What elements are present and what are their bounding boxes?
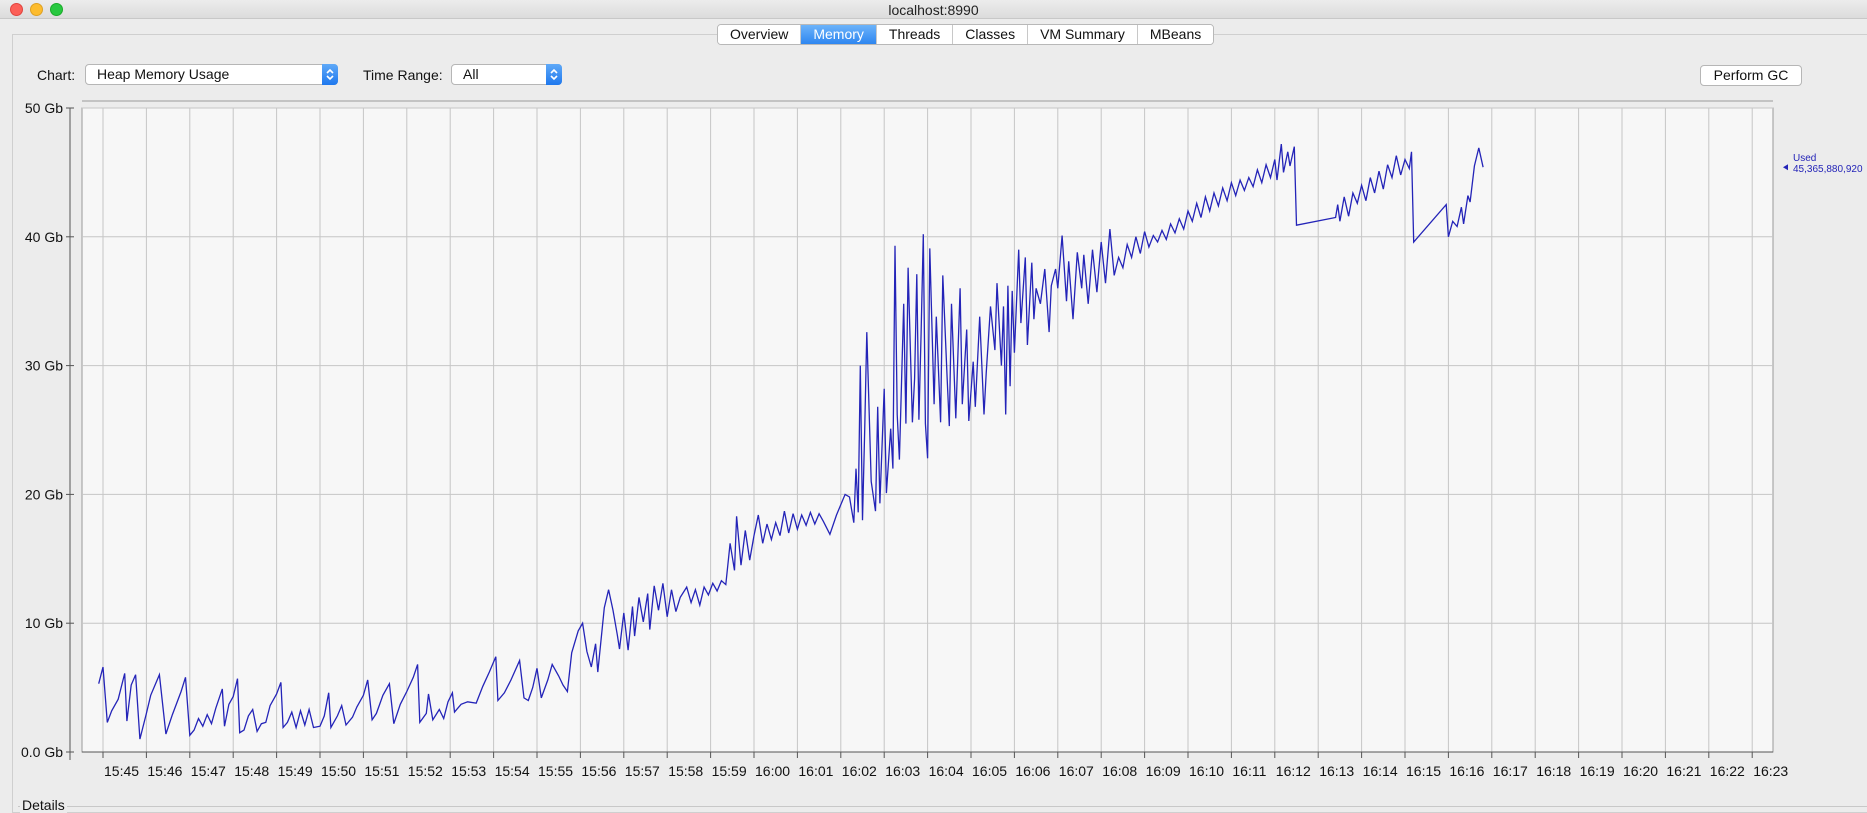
tab-bar: Overview Memory Threads Classes VM Summa…: [717, 24, 1215, 45]
legend-value: 45,365,880,920: [1793, 164, 1863, 175]
chart-select-value: Heap Memory Usage: [97, 66, 230, 82]
x-tick-label: 15:57: [625, 763, 660, 779]
window-title: localhost:8990: [888, 2, 979, 18]
x-tick-label: 16:02: [842, 763, 877, 779]
x-tick-label: 16:13: [1319, 763, 1354, 779]
x-tick-label: 16:21: [1666, 763, 1701, 779]
tab-overview[interactable]: Overview: [718, 25, 802, 44]
y-tick-label: 10 Gb: [25, 615, 63, 631]
window-titlebar: localhost:8990: [0, 0, 1867, 19]
x-tick-label: 15:58: [668, 763, 703, 779]
details-divider: [18, 806, 1867, 807]
x-tick-label: 16:18: [1536, 763, 1571, 779]
x-tick-label: 15:51: [364, 763, 399, 779]
minimize-window-button[interactable]: [30, 3, 43, 16]
time-range-select[interactable]: All: [451, 64, 562, 85]
x-tick-label: 16:09: [1146, 763, 1181, 779]
chart-select[interactable]: Heap Memory Usage: [85, 64, 338, 85]
x-tick-label: 16:06: [1015, 763, 1050, 779]
y-axis: 0.0 Gb 10 Gb 20 Gb 30 Gb 40 Gb 50 Gb: [21, 100, 74, 760]
x-tick-label: 16:16: [1449, 763, 1484, 779]
x-tick-label: 15:56: [581, 763, 616, 779]
x-tick-label: 16:14: [1363, 763, 1398, 779]
x-tick-label: 15:48: [234, 763, 269, 779]
x-axis: 15:45 15:46 15:47 15:48 15:49 15:50 15:51 15:52…: [82, 751, 1788, 779]
time-range-label: Time Range:: [363, 67, 443, 83]
x-tick-label: 16:15: [1406, 763, 1441, 779]
y-tick-label: 20 Gb: [25, 486, 63, 502]
x-tick-label: 16:08: [1102, 763, 1137, 779]
x-tick-label: 16:04: [929, 763, 964, 779]
heap-used-series-line: [98, 144, 1484, 740]
x-tick-label: 16:19: [1580, 763, 1615, 779]
x-tick-label: 16:10: [1189, 763, 1224, 779]
x-tick-label: 15:55: [538, 763, 573, 779]
x-tick-label: 16:23: [1753, 763, 1788, 779]
y-tick-label: 30 Gb: [25, 358, 63, 374]
vertical-gridlines: [102, 108, 1753, 752]
x-tick-label: 16:22: [1710, 763, 1745, 779]
x-tick-label: 16:01: [798, 763, 833, 779]
x-tick-label: 16:07: [1059, 763, 1094, 779]
x-tick-label: 16:17: [1493, 763, 1528, 779]
tab-threads[interactable]: Threads: [876, 25, 954, 44]
x-tick-label: 16:12: [1276, 763, 1311, 779]
legend-marker-icon: [1783, 164, 1788, 171]
close-window-button[interactable]: [10, 3, 23, 16]
chevron-updown-icon: [322, 64, 338, 85]
x-tick-label: 15:49: [278, 763, 313, 779]
x-tick-label: 15:45: [104, 763, 139, 779]
chevron-updown-icon: [546, 64, 562, 85]
x-tick-label: 16:20: [1623, 763, 1658, 779]
legend-label: Used: [1793, 153, 1816, 164]
x-tick-label: 15:59: [712, 763, 747, 779]
x-tick-label: 16:11: [1232, 763, 1266, 779]
y-tick-label: 0.0 Gb: [21, 744, 63, 760]
x-tick-label: 16:00: [755, 763, 790, 779]
perform-gc-button[interactable]: Perform GC: [1700, 65, 1802, 86]
tab-classes[interactable]: Classes: [953, 25, 1029, 44]
x-tick-label: 16:03: [885, 763, 920, 779]
zoom-window-button[interactable]: [50, 3, 63, 16]
x-tick-label: 15:53: [451, 763, 486, 779]
chart-select-label: Chart:: [37, 67, 76, 83]
y-tick-label: 50 Gb: [25, 100, 63, 116]
x-tick-label: 15:46: [147, 763, 182, 779]
tab-vm-summary[interactable]: VM Summary: [1028, 25, 1138, 44]
x-tick-label: 15:47: [191, 763, 226, 779]
x-tick-label: 15:50: [321, 763, 356, 779]
tab-memory[interactable]: Memory: [801, 25, 877, 44]
x-tick-label: 15:52: [408, 763, 443, 779]
y-tick-label: 40 Gb: [25, 229, 63, 245]
time-range-value: All: [463, 66, 479, 82]
x-tick-label: 15:54: [495, 763, 530, 779]
x-tick-label: 16:05: [972, 763, 1007, 779]
tab-mbeans[interactable]: MBeans: [1137, 25, 1214, 44]
details-section-label[interactable]: Details: [20, 797, 67, 813]
